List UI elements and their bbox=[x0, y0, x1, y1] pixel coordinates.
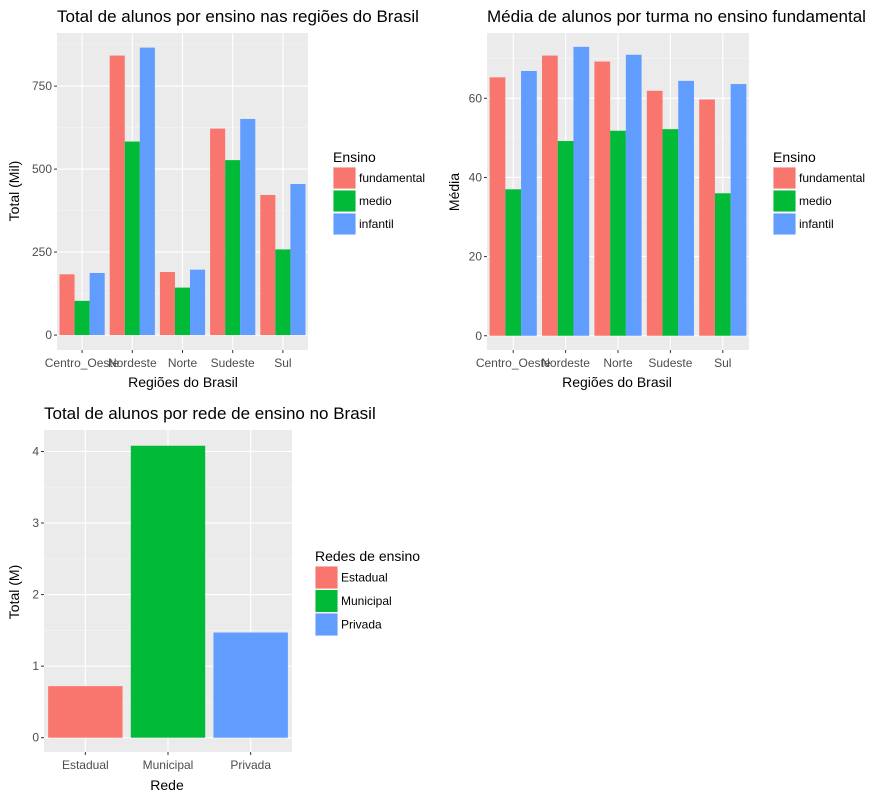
legend-key-fundamental bbox=[333, 167, 356, 189]
y-tick-label: 0 bbox=[45, 328, 52, 342]
x-tick-label: Nordeste bbox=[541, 356, 590, 370]
bar-infantil-centro_oeste bbox=[521, 70, 537, 336]
bar-fundamental-nordeste bbox=[542, 55, 558, 336]
legend-label: infantil bbox=[799, 217, 834, 231]
bar-fundamental-centro_oeste bbox=[59, 274, 75, 336]
x-axis-title: Rede bbox=[150, 777, 184, 793]
x-tick-label: Norte bbox=[603, 356, 633, 370]
bar-infantil-norte bbox=[625, 54, 642, 336]
y-tick-label: 4 bbox=[32, 444, 39, 458]
bar-privada bbox=[213, 632, 288, 738]
y-axis-title: Total (Mil) bbox=[6, 161, 22, 222]
y-tick-label: 40 bbox=[469, 170, 483, 184]
y-tick-label: 3 bbox=[32, 516, 39, 530]
bar-medio-norte bbox=[174, 287, 191, 336]
bar-medio-sudeste bbox=[662, 129, 679, 336]
chart-3: Total de alunos por rede de ensino no Br… bbox=[6, 404, 420, 793]
legend-label: medio bbox=[799, 194, 832, 208]
legend-label: medio bbox=[359, 194, 392, 208]
y-axis-title: Média bbox=[446, 173, 462, 211]
bar-medio-norte bbox=[610, 130, 626, 336]
y-tick-label: 0 bbox=[32, 731, 39, 745]
bar-fundamental-centro_oeste bbox=[489, 77, 506, 336]
x-axis-title: Regiões do Brasil bbox=[562, 374, 672, 390]
bar-fundamental-nordeste bbox=[109, 55, 125, 336]
legend-key-medio bbox=[333, 190, 356, 212]
bar-infantil-sudeste bbox=[240, 118, 256, 336]
y-tick-label: 2 bbox=[32, 588, 39, 602]
bar-municipal bbox=[130, 445, 206, 738]
bar-infantil-nordeste bbox=[139, 47, 155, 336]
bar-infantil-nordeste bbox=[573, 46, 590, 336]
y-tick-label: 20 bbox=[469, 250, 483, 264]
legend-key-fundamental bbox=[773, 167, 796, 189]
bar-medio-sul bbox=[714, 193, 731, 336]
legend: Ensino fundamental medio infantil bbox=[773, 149, 865, 235]
legend-key-municipal bbox=[315, 590, 338, 612]
legend-label: fundamental bbox=[359, 171, 425, 185]
x-tick-label: Sul bbox=[714, 356, 731, 370]
legend-label: fundamental bbox=[799, 171, 865, 185]
bar-infantil-centro_oeste bbox=[89, 272, 105, 336]
bar-estadual bbox=[48, 686, 123, 738]
y-tick-label: 750 bbox=[32, 79, 52, 93]
legend-title: Redes de ensino bbox=[315, 548, 420, 564]
y-tick-label: 0 bbox=[475, 329, 482, 343]
bar-fundamental-sudeste bbox=[210, 128, 226, 336]
bar-fundamental-sudeste bbox=[646, 90, 663, 336]
bar-infantil-norte bbox=[190, 269, 206, 336]
bar-medio-sudeste bbox=[225, 160, 241, 336]
legend-label: Estadual bbox=[341, 571, 388, 585]
x-tick-label: Norte bbox=[168, 356, 198, 370]
legend-label: Privada bbox=[341, 618, 382, 632]
bar-fundamental-norte bbox=[159, 271, 175, 336]
x-tick-label: Sul bbox=[274, 356, 291, 370]
bar-infantil-sudeste bbox=[678, 80, 694, 336]
bar-infantil-sul bbox=[290, 184, 306, 336]
x-tick-label: Centro_Oeste bbox=[476, 356, 551, 370]
chart-title: Total de alunos por ensino nas regiões d… bbox=[57, 7, 419, 26]
bar-infantil-sul bbox=[730, 84, 747, 336]
bar-medio-nordeste bbox=[557, 141, 574, 336]
bar-fundamental-norte bbox=[594, 61, 611, 336]
bar-fundamental-sul bbox=[699, 99, 715, 336]
x-tick-label: Municipal bbox=[143, 758, 194, 772]
x-tick-label: Centro_Oeste bbox=[45, 356, 120, 370]
x-tick-label: Privada bbox=[230, 758, 271, 772]
x-tick-label: Sudeste bbox=[648, 356, 692, 370]
legend: Ensino fundamental medio infantil bbox=[333, 149, 425, 235]
legend-label: infantil bbox=[359, 217, 394, 231]
legend-label: Municipal bbox=[341, 594, 392, 608]
legend-title: Ensino bbox=[333, 149, 376, 165]
chart-1: Total de alunos por ensino nas regiões d… bbox=[6, 7, 425, 390]
legend: Redes de ensino Estadual Municipal Privada bbox=[315, 548, 420, 636]
y-tick-label: 1 bbox=[32, 659, 39, 673]
x-tick-label: Sudeste bbox=[211, 356, 255, 370]
legend-key-privada bbox=[315, 613, 338, 636]
legend-key-medio bbox=[773, 190, 796, 212]
chart-2: Média de alunos por turma no ensino fund… bbox=[446, 7, 866, 390]
x-tick-label: Estadual bbox=[62, 758, 109, 772]
chart-title: Total de alunos por rede de ensino no Br… bbox=[44, 404, 376, 423]
legend-key-estadual bbox=[315, 566, 338, 589]
x-tick-label: Nordeste bbox=[108, 356, 157, 370]
bar-medio-centro_oeste bbox=[505, 189, 522, 336]
legend-key-infantil bbox=[333, 213, 356, 235]
y-axis-title: Total (M) bbox=[6, 565, 22, 619]
bar-medio-nordeste bbox=[124, 141, 140, 336]
bar-medio-sul bbox=[275, 249, 291, 336]
x-axis-title: Regiões do Brasil bbox=[128, 374, 238, 390]
legend-key-infantil bbox=[773, 213, 796, 235]
bar-medio-centro_oeste bbox=[74, 300, 90, 336]
legend-title: Ensino bbox=[773, 149, 816, 165]
chart-title: Média de alunos por turma no ensino fund… bbox=[487, 7, 866, 26]
y-tick-label: 60 bbox=[469, 91, 483, 105]
y-tick-label: 250 bbox=[32, 245, 52, 259]
bar-fundamental-sul bbox=[260, 194, 276, 336]
y-tick-label: 500 bbox=[32, 162, 52, 176]
